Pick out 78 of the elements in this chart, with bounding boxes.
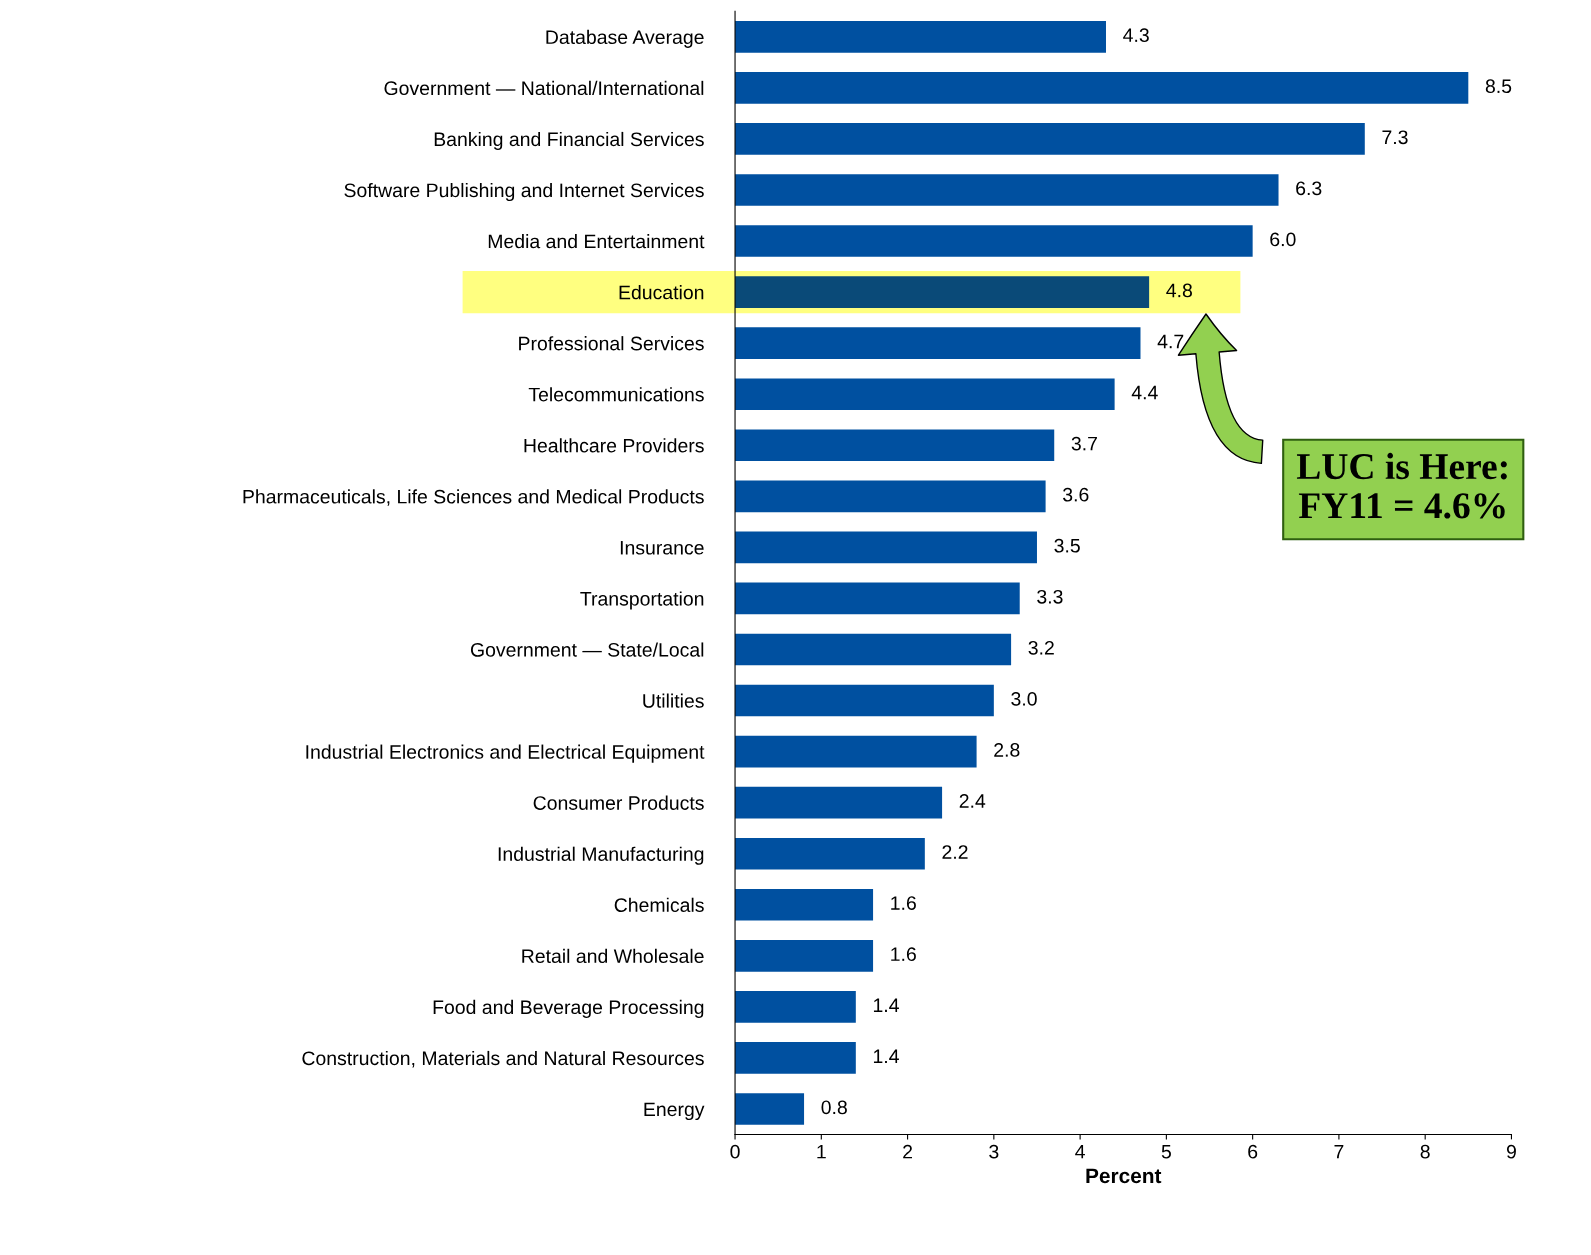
x-tick-label: 9	[1506, 1144, 1516, 1159]
bar	[735, 531, 1037, 564]
y-tick-label: Food and Beverage Processing	[433, 999, 704, 1018]
y-tick-label: Industrial Manufacturing	[498, 846, 704, 865]
data-label: 3.0	[1011, 692, 1037, 706]
data-label: 2.4	[959, 794, 986, 808]
x-tick-label: 3	[989, 1144, 999, 1159]
x-tick-label: 2	[903, 1144, 913, 1159]
data-label: 3.5	[1054, 538, 1080, 553]
data-label: 2.8	[994, 743, 1020, 757]
y-tick-label: Retail and Wholesale	[522, 948, 704, 964]
data-label: 4.8	[1166, 283, 1192, 298]
x-tick-label: 8	[1420, 1144, 1430, 1159]
data-label: 6.3	[1296, 181, 1322, 196]
y-tick-label: Consumer Products	[533, 795, 704, 810]
bar	[735, 582, 1020, 615]
data-label: 8.5	[1485, 79, 1512, 94]
y-tick-label: Healthcare Providers	[524, 438, 704, 453]
y-tick-label: Transportation	[580, 591, 704, 610]
y-tick-label: Media and Entertainment	[488, 234, 705, 249]
y-tick-label: Insurance	[620, 541, 704, 555]
bar	[735, 633, 1012, 666]
data-label: 1.6	[891, 947, 916, 962]
bar	[735, 225, 1253, 257]
bar	[735, 276, 1150, 308]
bar	[735, 735, 977, 768]
y-tick-label: Education	[619, 285, 704, 300]
y-tick-label: Pharmaceuticals, Life Sciences and Medical Products	[243, 489, 704, 506]
bar	[735, 991, 856, 1023]
y-tick-label: Government — State/Local	[470, 642, 704, 657]
data-label: 7.3	[1382, 130, 1408, 145]
y-tick-label: Professional Services	[519, 336, 704, 351]
x-tick-label: 4	[1075, 1144, 1085, 1159]
y-tick-label: Industrial Electronics and Electrical Equipment	[306, 744, 705, 763]
bar	[735, 1042, 856, 1074]
bar	[735, 429, 1055, 462]
bar	[735, 1093, 805, 1125]
bar	[735, 72, 1469, 104]
data-label: 6.0	[1270, 232, 1296, 247]
x-tick-label: 1	[817, 1144, 826, 1159]
bar	[735, 123, 1365, 155]
x-tick-label: 6	[1248, 1144, 1258, 1159]
data-label: 0.8	[821, 1100, 847, 1115]
data-label: 3.2	[1028, 640, 1054, 655]
data-label: 4.3	[1123, 28, 1149, 43]
bar	[735, 940, 874, 972]
bar	[735, 837, 925, 870]
x-tick-label: 0	[730, 1144, 740, 1159]
y-tick-label: Chemicals	[614, 897, 704, 913]
data-label: 1.4	[873, 998, 899, 1012]
data-label: 2.2	[942, 845, 968, 859]
data-label: 3.3	[1037, 589, 1063, 604]
y-tick-label: Utilities	[643, 693, 704, 708]
y-tick-label: Software Publishing and Internet Services	[344, 182, 704, 202]
x-axis-title: Percent	[1086, 1168, 1162, 1184]
x-tick-label: 5	[1161, 1144, 1171, 1159]
bar	[735, 786, 943, 819]
y-tick-label: Construction, Materials and Natural Resources	[302, 1050, 704, 1068]
annotation: LUC is Here: FY11 = 4.6%	[1296, 452, 1507, 519]
data-label: 1.6	[891, 896, 916, 910]
data-label: 4.7	[1157, 334, 1184, 349]
bar	[735, 21, 1106, 53]
y-tick-label: Telecommunications	[528, 387, 704, 402]
x-tick-label: 7	[1334, 1144, 1344, 1159]
data-label: 3.6	[1063, 487, 1089, 502]
bar	[735, 378, 1115, 411]
y-tick-label: Government — National/International	[384, 80, 704, 96]
bar	[735, 684, 994, 717]
y-tick-label: Energy	[644, 1102, 705, 1121]
y-tick-label: Database Average	[546, 29, 704, 48]
bar	[735, 327, 1141, 359]
data-label: 3.7	[1071, 436, 1097, 451]
bar	[735, 480, 1046, 513]
data-label: 1.4	[873, 1049, 899, 1063]
data-label: 4.4	[1131, 385, 1158, 400]
bar	[735, 174, 1279, 206]
y-tick-label: Banking and Financial Services	[434, 131, 704, 151]
bar	[735, 888, 874, 921]
